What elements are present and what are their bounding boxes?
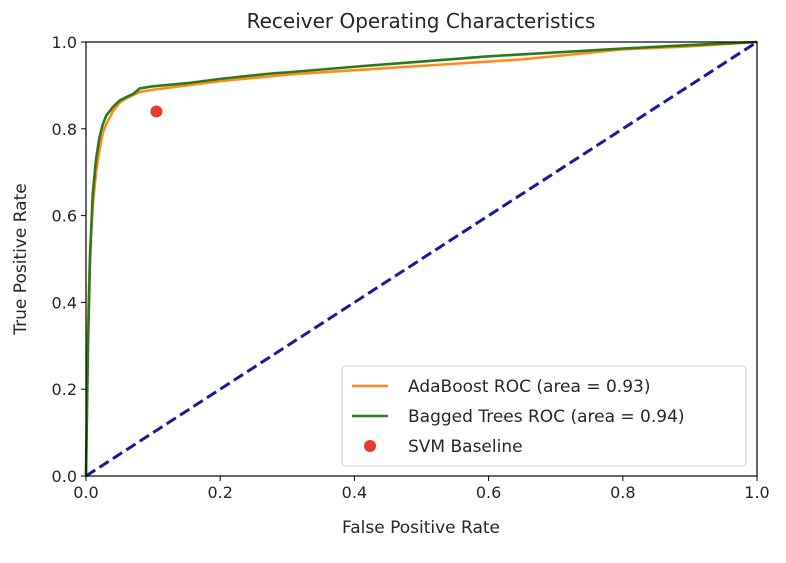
adaboost-roc-line [84,40,758,477]
y-tick-label: 1.0 [52,33,77,52]
legend-box [341,365,747,467]
y-tick-label: 0.0 [52,467,77,486]
x-tick-label: 1.0 [744,483,769,502]
x-tick-label: 0.2 [207,483,232,502]
y-tick-label: 0.2 [52,380,77,399]
bagged-trees-roc-line [84,40,758,477]
points-layer [150,105,163,118]
legend-item-svm-baseline-swatch [364,440,376,452]
y-tick-label: 0.6 [52,207,77,226]
plot-frame [85,41,758,477]
y-axis-label: True Positive Rate [11,183,31,335]
x-tick-label: 0.4 [342,483,367,502]
x-tick-label: 0.6 [476,483,501,502]
series-layer [84,40,758,478]
svm-baseline-point [150,105,163,118]
legend-item-adaboost-label: AdaBoost ROC (area = 0.93) [408,377,650,397]
legend-item-svm-baseline-label: SVM Baseline [408,437,523,457]
axis-ticks: 0.0 0.2 0.4 0.6 0.8 1.0 0.0 0.2 0.4 0.6 0.8 1.0 [52,33,770,502]
x-tick-label: 0.0 [73,483,98,502]
legend: AdaBoost ROC (area = 0.93) Bagged Trees R… [341,365,747,467]
chance-diagonal-line [85,40,758,478]
x-axis-label: False Positive Rate [342,518,500,538]
chart-title: Receiver Operating Characteristics [247,9,596,33]
x-tick-label: 0.8 [610,483,635,502]
y-tick-label: 0.8 [52,120,77,139]
legend-item-bagged-trees-label: Bagged Trees ROC (area = 0.94) [408,407,685,427]
y-tick-label: 0.4 [52,293,77,312]
